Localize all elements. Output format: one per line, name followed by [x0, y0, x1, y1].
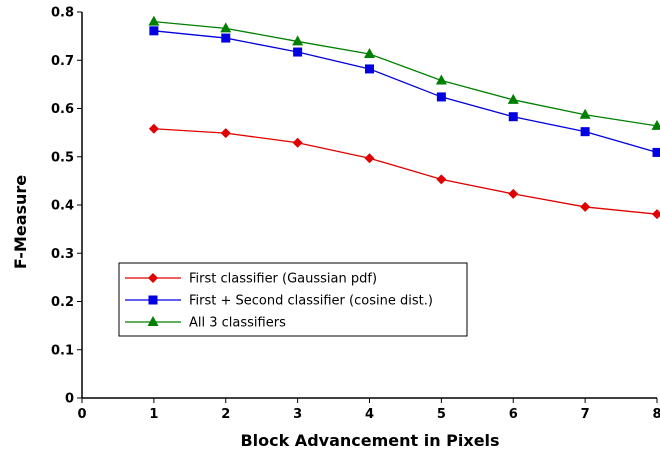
legend-label: First + Second classifier (cosine dist.)	[189, 294, 433, 309]
legend-marker	[148, 295, 158, 305]
data-point	[220, 22, 232, 33]
x-axis-ticks: 0 1 2 3 4 5 6 7 8	[77, 398, 660, 422]
data-point	[292, 35, 304, 46]
x-axis-label: Block Advancement in Pixels	[240, 431, 499, 450]
y-tick-label: 0.6	[51, 102, 74, 117]
data-point	[221, 33, 231, 43]
x-tick-label: 4	[365, 407, 374, 422]
data-point	[365, 64, 374, 74]
series-1	[148, 123, 660, 220]
data-point	[364, 153, 375, 164]
x-tick-label: 0	[77, 407, 86, 422]
data-point	[220, 128, 231, 139]
legend-entry: First classifier (Gaussian pdf)	[125, 272, 377, 287]
y-axis-label: F-Measure	[11, 175, 30, 269]
y-tick-label: 0.7	[51, 54, 74, 69]
x-tick-label: 7	[581, 407, 590, 422]
data-point	[435, 74, 447, 85]
x-tick-label: 8	[652, 407, 660, 422]
series-line	[153, 21, 658, 127]
y-axis-ticks: 0 0.1 0.2 0.3 0.4 0.5 0.6 0.7 0.8	[51, 6, 82, 407]
legend-entry: All 3 classifiers	[125, 316, 286, 331]
legend-marker	[148, 273, 158, 283]
series-line	[153, 128, 658, 215]
data-point	[652, 147, 660, 157]
x-tick-label: 2	[221, 407, 230, 422]
data-point	[580, 127, 590, 137]
y-tick-label: 0.4	[51, 199, 74, 214]
data-point	[579, 108, 591, 119]
y-tick-label: 0	[65, 392, 74, 407]
y-tick-label: 0.3	[51, 247, 74, 262]
data-point	[149, 26, 159, 36]
legend-marker	[147, 316, 159, 326]
data-point	[652, 209, 660, 220]
legend-label: All 3 classifiers	[189, 316, 286, 331]
series-line	[153, 30, 658, 154]
data-point	[293, 47, 303, 57]
data-point	[436, 174, 447, 185]
x-tick-label: 6	[509, 407, 518, 422]
y-tick-label: 0.5	[51, 150, 74, 165]
x-tick-label: 3	[293, 407, 302, 422]
x-tick-label: 5	[437, 407, 446, 422]
data-point	[148, 123, 159, 134]
data-point	[507, 93, 519, 104]
series-3	[148, 15, 660, 130]
series-layer	[148, 15, 660, 220]
y-tick-label: 0.8	[51, 6, 74, 21]
data-point	[651, 119, 660, 130]
legend-label: First classifier (Gaussian pdf)	[189, 272, 377, 287]
data-point	[436, 92, 446, 102]
data-point	[508, 188, 519, 199]
legend-entry: First + Second classifier (cosine dist.)	[125, 294, 433, 309]
x-tick-label: 1	[149, 407, 158, 422]
y-tick-label: 0.1	[51, 343, 74, 358]
data-point	[364, 47, 375, 58]
data-point	[148, 15, 160, 26]
y-tick-label: 0.2	[51, 295, 74, 310]
legend: First classifier (Gaussian pdf) First + S…	[118, 262, 468, 337]
data-point	[292, 137, 303, 148]
series-2	[149, 26, 660, 157]
data-point	[508, 112, 518, 122]
data-point	[580, 201, 591, 212]
